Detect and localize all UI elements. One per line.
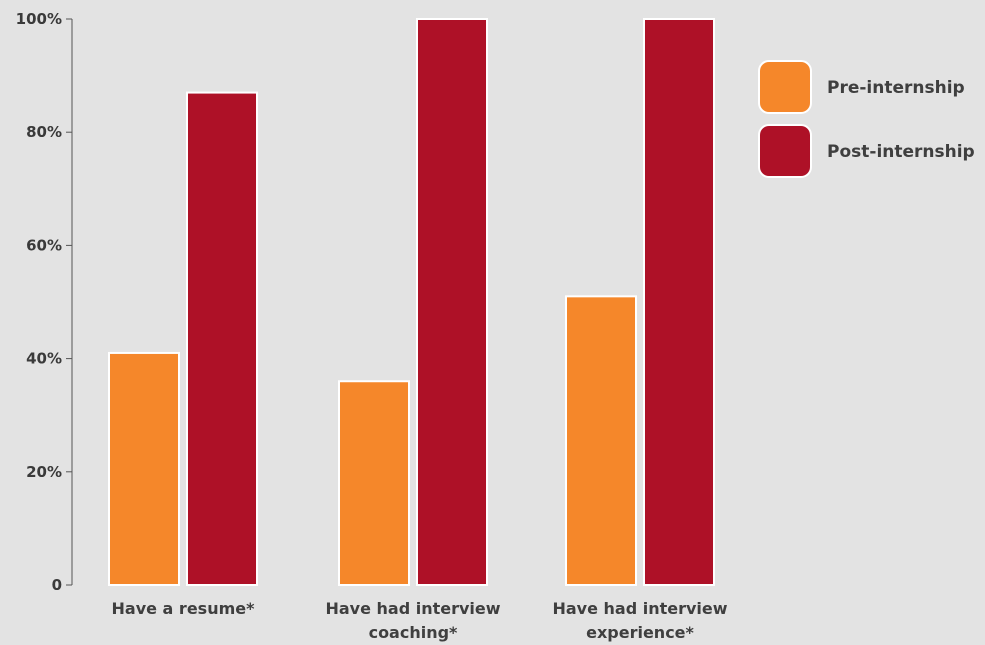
y-axis-ticks: 0 20% 40% 60% 80% 100% bbox=[16, 10, 72, 594]
bar-pre-internship-0 bbox=[108, 351, 180, 586]
category-labels: Have a resume* Have had interview coaching… bbox=[112, 599, 728, 642]
y-tick-label: 40% bbox=[26, 350, 62, 368]
legend-swatch-pre-internship bbox=[758, 60, 812, 114]
legend-label: Pre-internship bbox=[827, 78, 965, 98]
bar-post-internship-0 bbox=[186, 91, 258, 587]
legend: Pre-internship Post-internship bbox=[758, 60, 975, 178]
category-label: experience* bbox=[586, 623, 694, 642]
y-tick-label: 80% bbox=[26, 123, 62, 141]
y-tick-label: 20% bbox=[26, 463, 62, 481]
y-tick-label: 0 bbox=[52, 576, 62, 594]
bar-post-internship-1 bbox=[416, 18, 488, 586]
bar-post-internship-2 bbox=[643, 18, 715, 586]
category-label: coaching* bbox=[369, 623, 458, 642]
category-label: Have had interview bbox=[552, 599, 727, 618]
bar-pre-internship-2 bbox=[565, 295, 637, 586]
legend-label: Post-internship bbox=[827, 142, 975, 162]
y-tick-label: 60% bbox=[26, 236, 62, 254]
legend-swatch-post-internship bbox=[758, 124, 812, 178]
bars-group bbox=[108, 18, 715, 587]
category-label: Have a resume* bbox=[112, 599, 256, 618]
category-label: Have had interview bbox=[325, 599, 500, 618]
bar-pre-internship-1 bbox=[338, 380, 410, 586]
y-tick-label: 100% bbox=[16, 10, 62, 28]
